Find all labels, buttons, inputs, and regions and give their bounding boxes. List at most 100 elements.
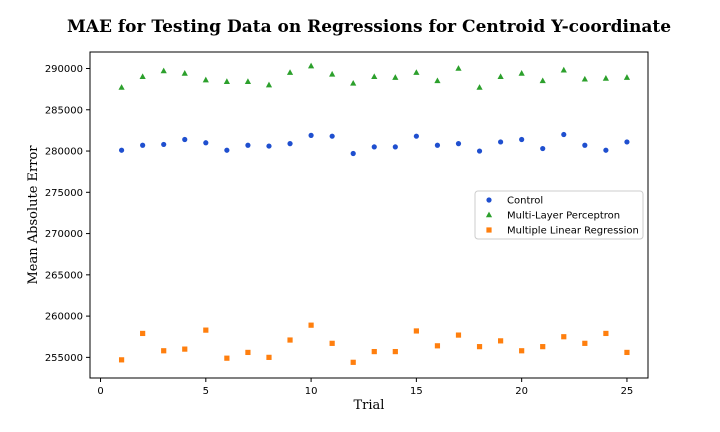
control-point — [287, 141, 293, 147]
multi-layer-perceptron-point — [329, 70, 336, 77]
y-tick-label: 280000 — [45, 147, 83, 158]
multiple-linear-regression-point — [371, 348, 377, 355]
multi-layer-perceptron-point — [181, 70, 188, 76]
multiple-linear-regression-point — [161, 348, 167, 354]
control-point — [140, 142, 146, 148]
control-point — [540, 145, 546, 152]
multiple-linear-regression-point — [203, 327, 209, 333]
multiple-linear-regression-point — [434, 343, 441, 349]
control-point — [519, 136, 525, 143]
control-point — [498, 139, 504, 145]
multiple-linear-regression-point — [350, 359, 356, 365]
legend-box — [474, 190, 644, 240]
multi-layer-perceptron-point — [434, 77, 441, 84]
y-tick-label: 265000 — [45, 270, 83, 281]
y-tick-label: 260000 — [45, 312, 83, 323]
control-point — [603, 147, 609, 153]
control-point — [455, 141, 462, 147]
control-point — [245, 142, 251, 148]
multi-layer-perceptron-point — [392, 74, 399, 80]
multiple-linear-regression-point — [498, 338, 504, 344]
y-tick-label: 270000 — [45, 229, 83, 240]
multi-layer-perceptron-point — [139, 73, 146, 80]
y-tick-label: 275000 — [45, 188, 83, 199]
control-point — [392, 144, 398, 150]
multi-layer-perceptron-point — [307, 62, 315, 69]
control-point — [266, 143, 272, 149]
multi-layer-perceptron-point — [623, 74, 631, 80]
y-tick-label: 285000 — [45, 105, 83, 116]
y-axis-label: Mean Absolute Error — [26, 145, 41, 285]
multi-layer-perceptron-point — [455, 65, 462, 71]
multiple-linear-regression-point — [561, 334, 567, 340]
multiple-linear-regression-legend-marker — [486, 227, 492, 233]
multi-layer-perceptron-point — [371, 73, 378, 80]
chart-title: MAE for Testing Data on Regressions for … — [67, 17, 671, 37]
multiple-linear-regression-point — [224, 355, 230, 361]
y-tick-label: 290000 — [45, 64, 83, 75]
y-tick-label: 255000 — [45, 353, 83, 364]
multi-layer-perceptron-point — [202, 76, 209, 83]
legend: Control Multi-Layer Perceptron Multiple Li… — [474, 190, 644, 240]
multi-layer-perceptron-point — [223, 78, 230, 85]
multi-layer-perceptron-point — [518, 70, 525, 76]
multi-layer-perceptron-point — [286, 69, 294, 75]
multiple-linear-regression-point — [308, 322, 314, 328]
data-points — [118, 62, 631, 365]
control-point — [203, 140, 209, 146]
multiple-linear-regression-point — [329, 340, 335, 346]
multiple-linear-regression-point — [603, 330, 609, 337]
multiple-linear-regression-point — [540, 344, 546, 350]
control-point — [561, 131, 567, 138]
control-point — [624, 139, 630, 145]
multi-layer-perceptron-point — [244, 78, 252, 85]
multi-layer-perceptron-point — [602, 75, 609, 81]
multiple-linear-regression-point — [519, 348, 525, 354]
multi-layer-perceptron-legend-marker — [485, 211, 493, 218]
multiple-linear-regression-point — [413, 328, 419, 334]
multi-layer-perceptron-point — [118, 84, 125, 90]
x-tick-label: 20 — [515, 386, 528, 397]
y-axis: 255000 260000 265000 270000 275000 280000 2850… — [45, 64, 90, 364]
control-point — [182, 136, 188, 143]
multi-layer-perceptron-point — [560, 66, 567, 73]
x-axis-label: Trial — [354, 398, 385, 413]
multi-layer-perceptron-point — [581, 75, 588, 82]
multi-layer-perceptron-point — [497, 73, 504, 80]
multiple-linear-regression-point — [182, 346, 188, 352]
control-legend-marker — [486, 197, 492, 203]
control-point — [413, 133, 419, 139]
control-point — [434, 142, 441, 148]
control-point — [161, 141, 167, 148]
control-point — [224, 147, 230, 153]
multiple-linear-regression-point — [476, 344, 483, 350]
multi-layer-perceptron-point — [476, 84, 483, 90]
x-tick-label: 15 — [410, 386, 423, 397]
x-tick-label: 5 — [203, 386, 209, 397]
multiple-linear-regression-point — [582, 340, 588, 346]
x-axis: 0 5 10 15 20 25 — [97, 378, 633, 397]
control-point — [371, 144, 377, 150]
control-point — [118, 147, 125, 153]
multiple-linear-regression-point — [287, 337, 293, 343]
multi-layer-perceptron-point — [539, 77, 546, 84]
multi-layer-perceptron-point — [413, 69, 420, 75]
plot-area — [89, 51, 649, 379]
control-point — [476, 148, 483, 154]
multiple-linear-regression-point — [245, 349, 251, 356]
multiple-linear-regression-point — [140, 330, 146, 337]
multiple-linear-regression-point — [624, 349, 630, 356]
control-point — [308, 132, 314, 138]
multi-layer-perceptron-point — [265, 81, 273, 88]
multiple-linear-regression-point — [266, 354, 272, 360]
multiple-linear-regression-point — [118, 357, 125, 363]
multi-layer-perceptron-point — [350, 79, 357, 86]
control-point — [329, 133, 335, 139]
x-tick-label: 25 — [621, 386, 634, 397]
multiple-linear-regression-point — [455, 332, 462, 338]
control-point — [582, 142, 588, 148]
x-tick-label: 10 — [305, 386, 318, 397]
multiple-linear-regression-point — [392, 348, 398, 355]
control-legend-label: Control — [507, 196, 543, 207]
